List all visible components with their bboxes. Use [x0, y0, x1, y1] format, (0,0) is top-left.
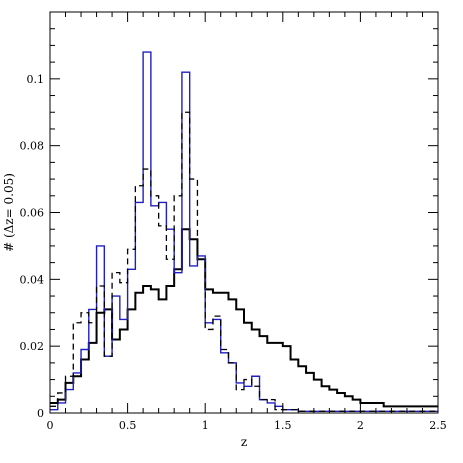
tick-label-layer: 0 0.5 1 1.5 2 2.5 0 0.02 0.04 0.06 0.08 0.1	[20, 73, 447, 432]
x-tick-label: 1	[202, 419, 209, 432]
x-tick-label: 2.5	[429, 419, 447, 432]
tick-layer	[49, 11, 439, 414]
series-dashed-black-line	[50, 111, 438, 412]
series-solid-black-line	[50, 228, 438, 408]
y-tick-label: 0.1	[27, 73, 45, 86]
series-solid-blue-line	[50, 51, 438, 413]
plot-frame	[49, 11, 439, 414]
y-tick-label: 0	[37, 407, 44, 420]
x-tick-label: 2	[357, 419, 364, 432]
y-tick-label: 0.06	[20, 207, 45, 220]
series-layer	[50, 51, 438, 413]
y-tick-label: 0.02	[20, 340, 45, 353]
x-tick-label: 1.5	[274, 419, 292, 432]
y-axis-label: # (Δz= 0.05)	[2, 173, 16, 252]
y-tick-label: 0.08	[20, 140, 45, 153]
x-tick-label: 0	[47, 419, 54, 432]
x-tick-label: 0.5	[119, 419, 137, 432]
x-axis-label: z	[241, 435, 247, 449]
y-tick-label: 0.04	[20, 273, 45, 286]
